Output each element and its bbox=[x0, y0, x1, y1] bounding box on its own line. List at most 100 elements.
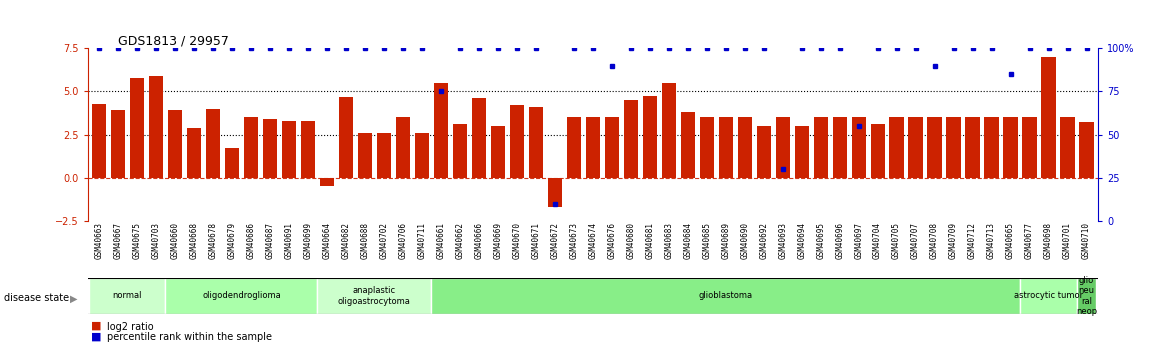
Bar bbox=[1020, 278, 1077, 314]
Bar bbox=[566, 117, 580, 178]
Text: ■: ■ bbox=[91, 321, 102, 331]
Bar bbox=[718, 117, 732, 178]
Text: GSM40691: GSM40691 bbox=[284, 222, 293, 259]
Bar bbox=[757, 126, 771, 178]
Bar bbox=[833, 117, 847, 178]
Bar bbox=[794, 126, 808, 178]
Text: GSM40671: GSM40671 bbox=[531, 222, 541, 259]
Text: GSM40703: GSM40703 bbox=[152, 222, 160, 259]
Text: GDS1813 / 29957: GDS1813 / 29957 bbox=[118, 34, 229, 47]
Bar bbox=[529, 107, 543, 178]
Text: GSM40701: GSM40701 bbox=[1063, 222, 1072, 259]
Bar bbox=[509, 105, 524, 178]
Text: GSM40685: GSM40685 bbox=[702, 222, 711, 259]
Bar bbox=[814, 117, 828, 178]
Text: ▶: ▶ bbox=[70, 294, 77, 303]
Bar bbox=[1042, 57, 1056, 178]
Text: GSM40677: GSM40677 bbox=[1026, 222, 1034, 259]
Text: GSM40669: GSM40669 bbox=[493, 222, 502, 259]
Text: log2 ratio: log2 ratio bbox=[107, 322, 154, 332]
Bar bbox=[909, 117, 923, 178]
Text: GSM40689: GSM40689 bbox=[721, 222, 730, 259]
Text: GSM40697: GSM40697 bbox=[854, 222, 863, 259]
Bar bbox=[187, 128, 201, 178]
Bar bbox=[357, 133, 371, 178]
Bar bbox=[927, 117, 941, 178]
Bar bbox=[320, 178, 334, 186]
Text: GSM40681: GSM40681 bbox=[645, 222, 654, 259]
Text: GSM40687: GSM40687 bbox=[265, 222, 274, 259]
Bar bbox=[396, 117, 410, 178]
Text: GSM40660: GSM40660 bbox=[171, 222, 180, 259]
Bar bbox=[966, 117, 980, 178]
Bar bbox=[681, 112, 695, 178]
Bar bbox=[548, 178, 562, 207]
Text: GSM40665: GSM40665 bbox=[1006, 222, 1015, 259]
Text: glio
neu
ral
neop: glio neu ral neop bbox=[1076, 276, 1097, 316]
Text: glioblastoma: glioblastoma bbox=[698, 291, 752, 300]
Bar bbox=[472, 98, 486, 178]
Text: GSM40670: GSM40670 bbox=[513, 222, 521, 259]
Text: GSM40679: GSM40679 bbox=[228, 222, 236, 259]
Text: GSM40702: GSM40702 bbox=[380, 222, 388, 259]
Text: oligodendroglioma: oligodendroglioma bbox=[202, 291, 280, 300]
Bar bbox=[605, 117, 619, 178]
Text: GSM40661: GSM40661 bbox=[437, 222, 445, 259]
Bar bbox=[111, 110, 125, 178]
Text: GSM40705: GSM40705 bbox=[892, 222, 902, 259]
Bar bbox=[985, 117, 999, 178]
Bar bbox=[870, 124, 884, 178]
Text: disease state: disease state bbox=[4, 294, 69, 303]
Text: ■: ■ bbox=[91, 332, 102, 341]
Text: GSM40695: GSM40695 bbox=[816, 222, 825, 259]
Text: GSM40690: GSM40690 bbox=[741, 222, 749, 259]
Bar bbox=[377, 133, 391, 178]
Text: normal: normal bbox=[113, 291, 142, 300]
Bar bbox=[263, 119, 277, 178]
Bar bbox=[318, 278, 431, 314]
Text: GSM40662: GSM40662 bbox=[456, 222, 465, 259]
Text: astrocytic tumor: astrocytic tumor bbox=[1014, 291, 1083, 300]
Bar bbox=[776, 117, 790, 178]
Text: GSM40688: GSM40688 bbox=[361, 222, 369, 259]
Text: GSM40682: GSM40682 bbox=[341, 222, 350, 259]
Text: GSM40686: GSM40686 bbox=[246, 222, 256, 259]
Bar bbox=[244, 117, 258, 178]
Bar bbox=[148, 76, 164, 178]
Text: GSM40678: GSM40678 bbox=[208, 222, 217, 259]
Bar bbox=[642, 96, 656, 178]
Text: GSM40692: GSM40692 bbox=[759, 222, 769, 259]
Bar bbox=[737, 117, 752, 178]
Text: GSM40696: GSM40696 bbox=[835, 222, 844, 259]
Text: GSM40706: GSM40706 bbox=[398, 222, 408, 259]
Text: GSM40707: GSM40707 bbox=[911, 222, 920, 259]
Text: GSM40673: GSM40673 bbox=[569, 222, 578, 259]
Bar bbox=[1061, 117, 1075, 178]
Text: GSM40666: GSM40666 bbox=[474, 222, 484, 259]
Bar bbox=[851, 117, 865, 178]
Text: GSM40667: GSM40667 bbox=[113, 222, 123, 259]
Bar bbox=[90, 278, 166, 314]
Text: GSM40664: GSM40664 bbox=[322, 222, 332, 259]
Bar bbox=[92, 104, 106, 178]
Text: GSM40699: GSM40699 bbox=[304, 222, 312, 259]
Bar bbox=[281, 121, 296, 178]
Bar bbox=[301, 121, 315, 178]
Bar bbox=[415, 133, 429, 178]
Text: GSM40698: GSM40698 bbox=[1044, 222, 1054, 259]
Bar bbox=[946, 117, 961, 178]
Text: GSM40676: GSM40676 bbox=[607, 222, 617, 259]
Text: GSM40713: GSM40713 bbox=[987, 222, 996, 259]
Bar bbox=[1079, 122, 1093, 178]
Bar bbox=[661, 83, 676, 178]
Bar bbox=[491, 126, 505, 178]
Bar bbox=[700, 117, 714, 178]
Bar bbox=[433, 83, 449, 178]
Bar bbox=[130, 78, 144, 178]
Text: GSM40709: GSM40709 bbox=[950, 222, 958, 259]
Bar bbox=[1022, 117, 1037, 178]
Bar bbox=[585, 117, 600, 178]
Bar bbox=[224, 148, 239, 178]
Text: GSM40711: GSM40711 bbox=[417, 222, 426, 259]
Text: GSM40674: GSM40674 bbox=[589, 222, 597, 259]
